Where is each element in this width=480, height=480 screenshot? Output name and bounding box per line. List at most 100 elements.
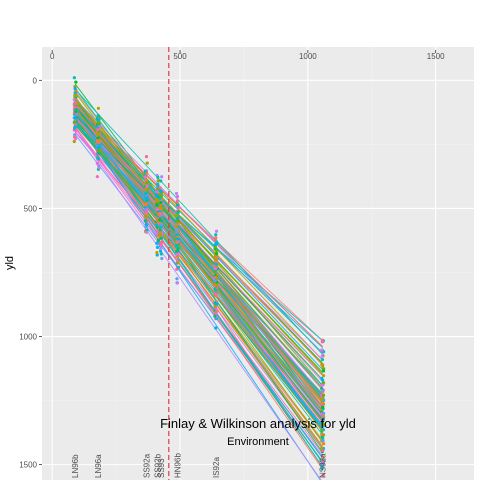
data-point — [73, 126, 77, 130]
data-point — [175, 224, 179, 229]
data-point — [144, 179, 149, 183]
data-point — [158, 205, 162, 209]
data-point — [156, 238, 161, 242]
data-point — [175, 281, 180, 285]
data-point — [155, 253, 159, 257]
data-point — [96, 127, 100, 132]
data-point — [145, 230, 149, 234]
data-point — [73, 91, 77, 95]
data-point — [320, 405, 325, 409]
data-point — [155, 190, 159, 194]
data-point — [320, 358, 325, 362]
data-point — [175, 249, 179, 253]
data-point — [73, 86, 77, 91]
data-point — [176, 265, 181, 269]
data-point — [176, 206, 180, 210]
genotype-line — [74, 126, 324, 455]
data-point — [215, 251, 219, 256]
environment-label: SS93 — [157, 458, 166, 478]
data-point — [321, 459, 325, 463]
data-point — [72, 139, 76, 144]
data-point — [95, 161, 99, 165]
data-point — [159, 189, 163, 194]
data-point — [320, 362, 324, 367]
data-point — [97, 166, 101, 170]
data-point — [97, 117, 101, 121]
data-point — [156, 179, 160, 183]
data-point — [175, 214, 179, 218]
genotype-line — [74, 88, 324, 416]
data-point — [321, 436, 325, 440]
data-point — [214, 236, 218, 240]
data-point — [213, 304, 217, 308]
data-point — [321, 393, 326, 397]
data-point — [213, 314, 217, 318]
genotype-lines — [74, 83, 324, 480]
data-point — [320, 420, 324, 424]
y-axis-title: yld — [4, 256, 16, 270]
data-point — [320, 376, 324, 381]
data-point — [214, 302, 219, 306]
data-point — [175, 232, 179, 237]
data-point — [158, 249, 163, 253]
genotype-line — [74, 109, 323, 364]
data-point — [155, 225, 159, 229]
data-point — [215, 309, 219, 314]
genotype-line — [74, 89, 324, 355]
environment-label: SS92a — [142, 453, 151, 478]
environment-label: LN96a — [94, 454, 103, 478]
data-point — [74, 107, 78, 112]
data-point — [97, 121, 101, 125]
data-point — [159, 223, 164, 227]
data-point — [176, 247, 180, 251]
data-point — [160, 219, 164, 223]
data-point — [320, 340, 324, 344]
genotype-line — [74, 113, 324, 427]
data-point — [320, 348, 324, 352]
genotype-line — [74, 109, 324, 404]
data-point — [155, 241, 159, 245]
data-point — [144, 201, 148, 206]
data-point — [321, 381, 326, 385]
data-point — [175, 277, 179, 281]
data-point — [176, 237, 180, 241]
data-point — [73, 120, 77, 124]
data-point — [213, 292, 218, 296]
data-point — [214, 248, 219, 253]
data-point — [143, 169, 148, 173]
data-point — [159, 236, 163, 240]
data-point — [322, 411, 326, 415]
data-point — [97, 149, 101, 153]
data-point — [96, 136, 100, 140]
data-point — [96, 133, 100, 137]
data-point — [175, 228, 179, 232]
data-point — [158, 232, 162, 236]
genotype-line — [74, 112, 324, 464]
data-point — [320, 432, 324, 436]
data-point — [320, 464, 324, 468]
data-point — [321, 455, 325, 459]
data-point — [156, 182, 160, 186]
data-point — [215, 276, 219, 280]
data-point — [320, 354, 324, 358]
data-point — [73, 135, 77, 139]
data-point — [159, 246, 163, 250]
data-point — [213, 245, 218, 249]
genotype-line — [74, 97, 324, 402]
data-point — [159, 179, 163, 183]
data-point — [320, 396, 324, 401]
data-point — [320, 383, 324, 387]
data-point — [175, 252, 179, 256]
data-point — [322, 367, 326, 371]
environment-label: HN96b — [173, 453, 182, 478]
data-point — [155, 251, 159, 255]
data-point — [159, 241, 163, 245]
y-tick-label: 1500 — [19, 461, 37, 470]
data-point — [321, 473, 325, 477]
data-point — [74, 80, 78, 84]
data-point — [320, 388, 325, 392]
grid-layer — [42, 47, 474, 480]
data-point — [144, 154, 149, 159]
